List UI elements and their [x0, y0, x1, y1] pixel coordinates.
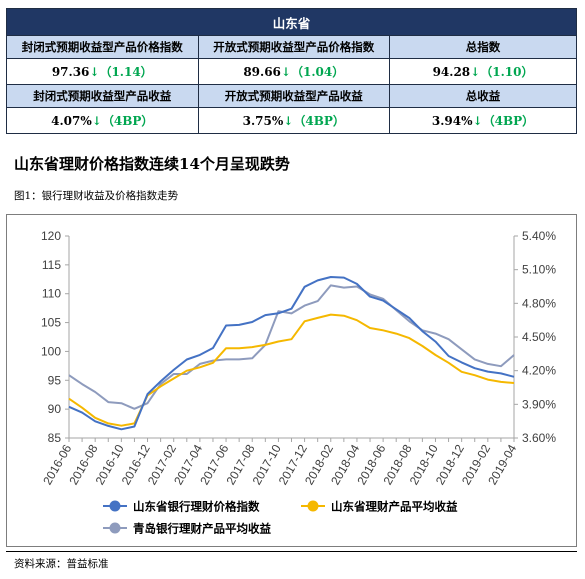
total-yield-value: 3.94% [431, 114, 473, 128]
total-yield-change: （4BP） [482, 114, 535, 128]
open-index-value: 89.66 [243, 65, 281, 79]
right-tick-label: 4.80% [522, 296, 556, 310]
chart-frame: 85 90 95 100 105 110 115 120 3.60% 3.90% 4.20% 4.50… [6, 214, 577, 547]
divider [6, 551, 577, 552]
total-index-cell: 94.28↓（1.10） [389, 58, 577, 85]
down-arrow-icon: ↓ [472, 114, 483, 128]
closed-index-change: （1.14） [99, 65, 153, 79]
right-tick-label: 3.60% [522, 431, 556, 445]
header-open-index: 开放式预期收益型产品价格指数 [197, 35, 391, 59]
line-chart: 85 90 95 100 105 110 115 120 3.60% 3.90% 4.20% 4.50… [40, 229, 556, 536]
closed-index-value: 97.36 [51, 65, 90, 79]
left-tick-label: 120 [41, 229, 61, 243]
series-line-2 [68, 284, 515, 410]
figure-label: 图1：银行理财收益及价格指数走势 [14, 190, 179, 202]
section-title: 山东省理财价格指数连续14个月呈现跌势 [14, 155, 290, 173]
header-total-yield: 总收益 [389, 84, 577, 108]
left-tick-label: 90 [48, 402, 62, 416]
legend-marker [307, 500, 319, 512]
summary-title: 山东省 [6, 8, 577, 36]
right-tick-label: 3.90% [522, 397, 556, 411]
left-tick-label: 100 [41, 344, 61, 358]
legend-marker [109, 500, 121, 512]
header-closed-index: 封闭式预期收益型产品价格指数 [6, 35, 199, 59]
open-index-cell: 89.66↓（1.04） [197, 58, 391, 85]
header-closed-yield: 封闭式预期收益型产品收益 [6, 84, 199, 108]
source-note: 资料来源：普益标准 [14, 558, 109, 570]
down-arrow-icon: ↓ [283, 114, 294, 128]
down-arrow-icon: ↓ [470, 65, 481, 79]
legend-label: 山东省理财产品平均收益 [331, 500, 458, 514]
closed-yield-change: （4BP） [101, 114, 154, 128]
left-tick-label: 105 [41, 316, 61, 330]
series-line-0 [68, 276, 515, 431]
open-yield-cell: 3.75%↓（4BP） [197, 107, 391, 134]
right-tick-label: 5.40% [522, 229, 556, 243]
legend-marker [109, 522, 121, 534]
legend-label: 青岛银行理财产品平均收益 [133, 522, 271, 536]
left-tick-label: 95 [48, 373, 62, 387]
header-total-index: 总指数 [389, 35, 577, 59]
closed-index-cell: 97.36↓（1.14） [6, 58, 199, 85]
open-yield-value: 3.75% [242, 114, 284, 128]
down-arrow-icon: ↓ [89, 65, 100, 79]
right-tick-label: 4.20% [522, 364, 556, 378]
closed-yield-value: 4.07% [51, 114, 92, 128]
summary-table: 山东省 封闭式预期收益型产品价格指数 开放式预期收益型产品价格指数 总指数 97… [6, 8, 577, 134]
header-open-yield: 开放式预期收益型产品收益 [197, 84, 391, 108]
open-index-change: （1.04） [290, 65, 345, 79]
down-arrow-icon: ↓ [280, 65, 291, 79]
closed-yield-cell: 4.07%↓（4BP） [6, 107, 199, 134]
legend-label: 山东省银行理财价格指数 [133, 500, 260, 514]
left-tick-label: 115 [42, 258, 61, 272]
total-index-change: （1.10） [480, 65, 534, 79]
left-tick-label: 110 [42, 287, 61, 301]
right-tick-label: 5.10% [522, 263, 556, 277]
total-yield-cell: 3.94%↓（4BP） [389, 107, 577, 134]
left-tick-label: 85 [48, 431, 62, 445]
open-yield-change: （4BP） [293, 114, 345, 128]
right-tick-label: 4.50% [522, 330, 556, 344]
total-index-value: 94.28 [432, 65, 471, 79]
down-arrow-icon: ↓ [91, 114, 102, 128]
